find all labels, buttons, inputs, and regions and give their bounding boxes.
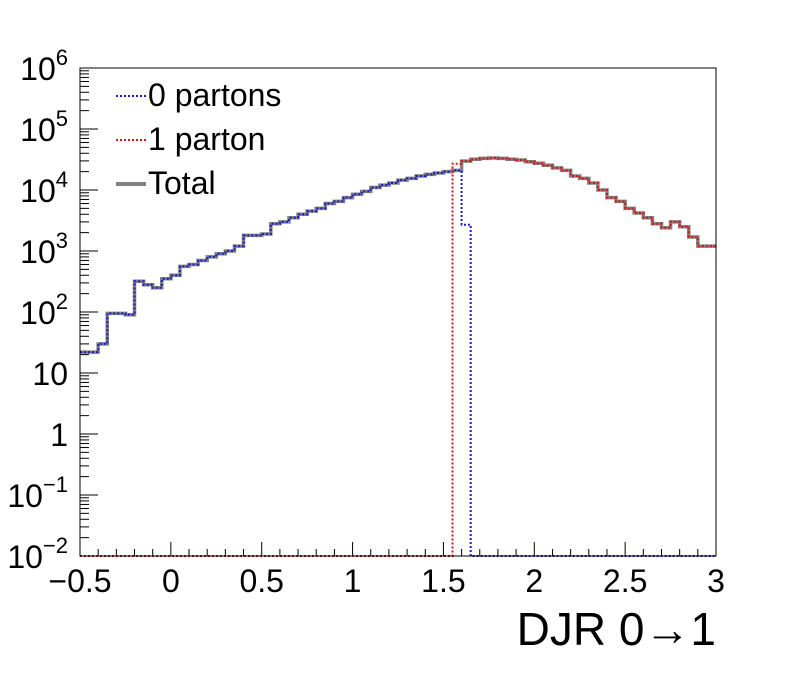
y-tick-label: 105 <box>20 106 68 148</box>
y-tick-label: 10−2 <box>7 533 68 575</box>
x-tick-label: 1.5 <box>421 563 465 599</box>
x-tick-label: 0.5 <box>239 563 283 599</box>
x-tick-label: 0 <box>162 563 180 599</box>
y-tick-label: 102 <box>20 289 68 331</box>
tick-labels: −0.5 0 0.5 1 1.5 2 2.5 3 10−2 10−1 1 10 102 103 104 105… <box>7 45 725 599</box>
y-tick-label: 104 <box>20 167 68 209</box>
y-tick-label: 10−1 <box>7 472 68 514</box>
legend-label: 1 parton <box>148 121 265 157</box>
legend: 0 partons 1 parton Total <box>116 77 281 201</box>
y-tick-label: 106 <box>20 45 68 87</box>
x-tick-label: 1 <box>344 563 362 599</box>
x-tick-label: 2.5 <box>603 563 647 599</box>
x-tick-label: −0.5 <box>48 563 111 599</box>
y-tick-label: 103 <box>20 228 68 270</box>
legend-label: Total <box>148 165 216 201</box>
y-tick-label: 1 <box>50 417 68 453</box>
x-axis-title: DJR 0→1 <box>517 603 716 655</box>
x-tick-label: 2 <box>525 563 543 599</box>
legend-label: 0 partons <box>148 77 281 113</box>
axis-ticks <box>79 67 717 557</box>
x-tick-label: 3 <box>707 563 725 599</box>
plot-frame <box>79 67 717 557</box>
y-tick-label: 10 <box>32 356 68 392</box>
